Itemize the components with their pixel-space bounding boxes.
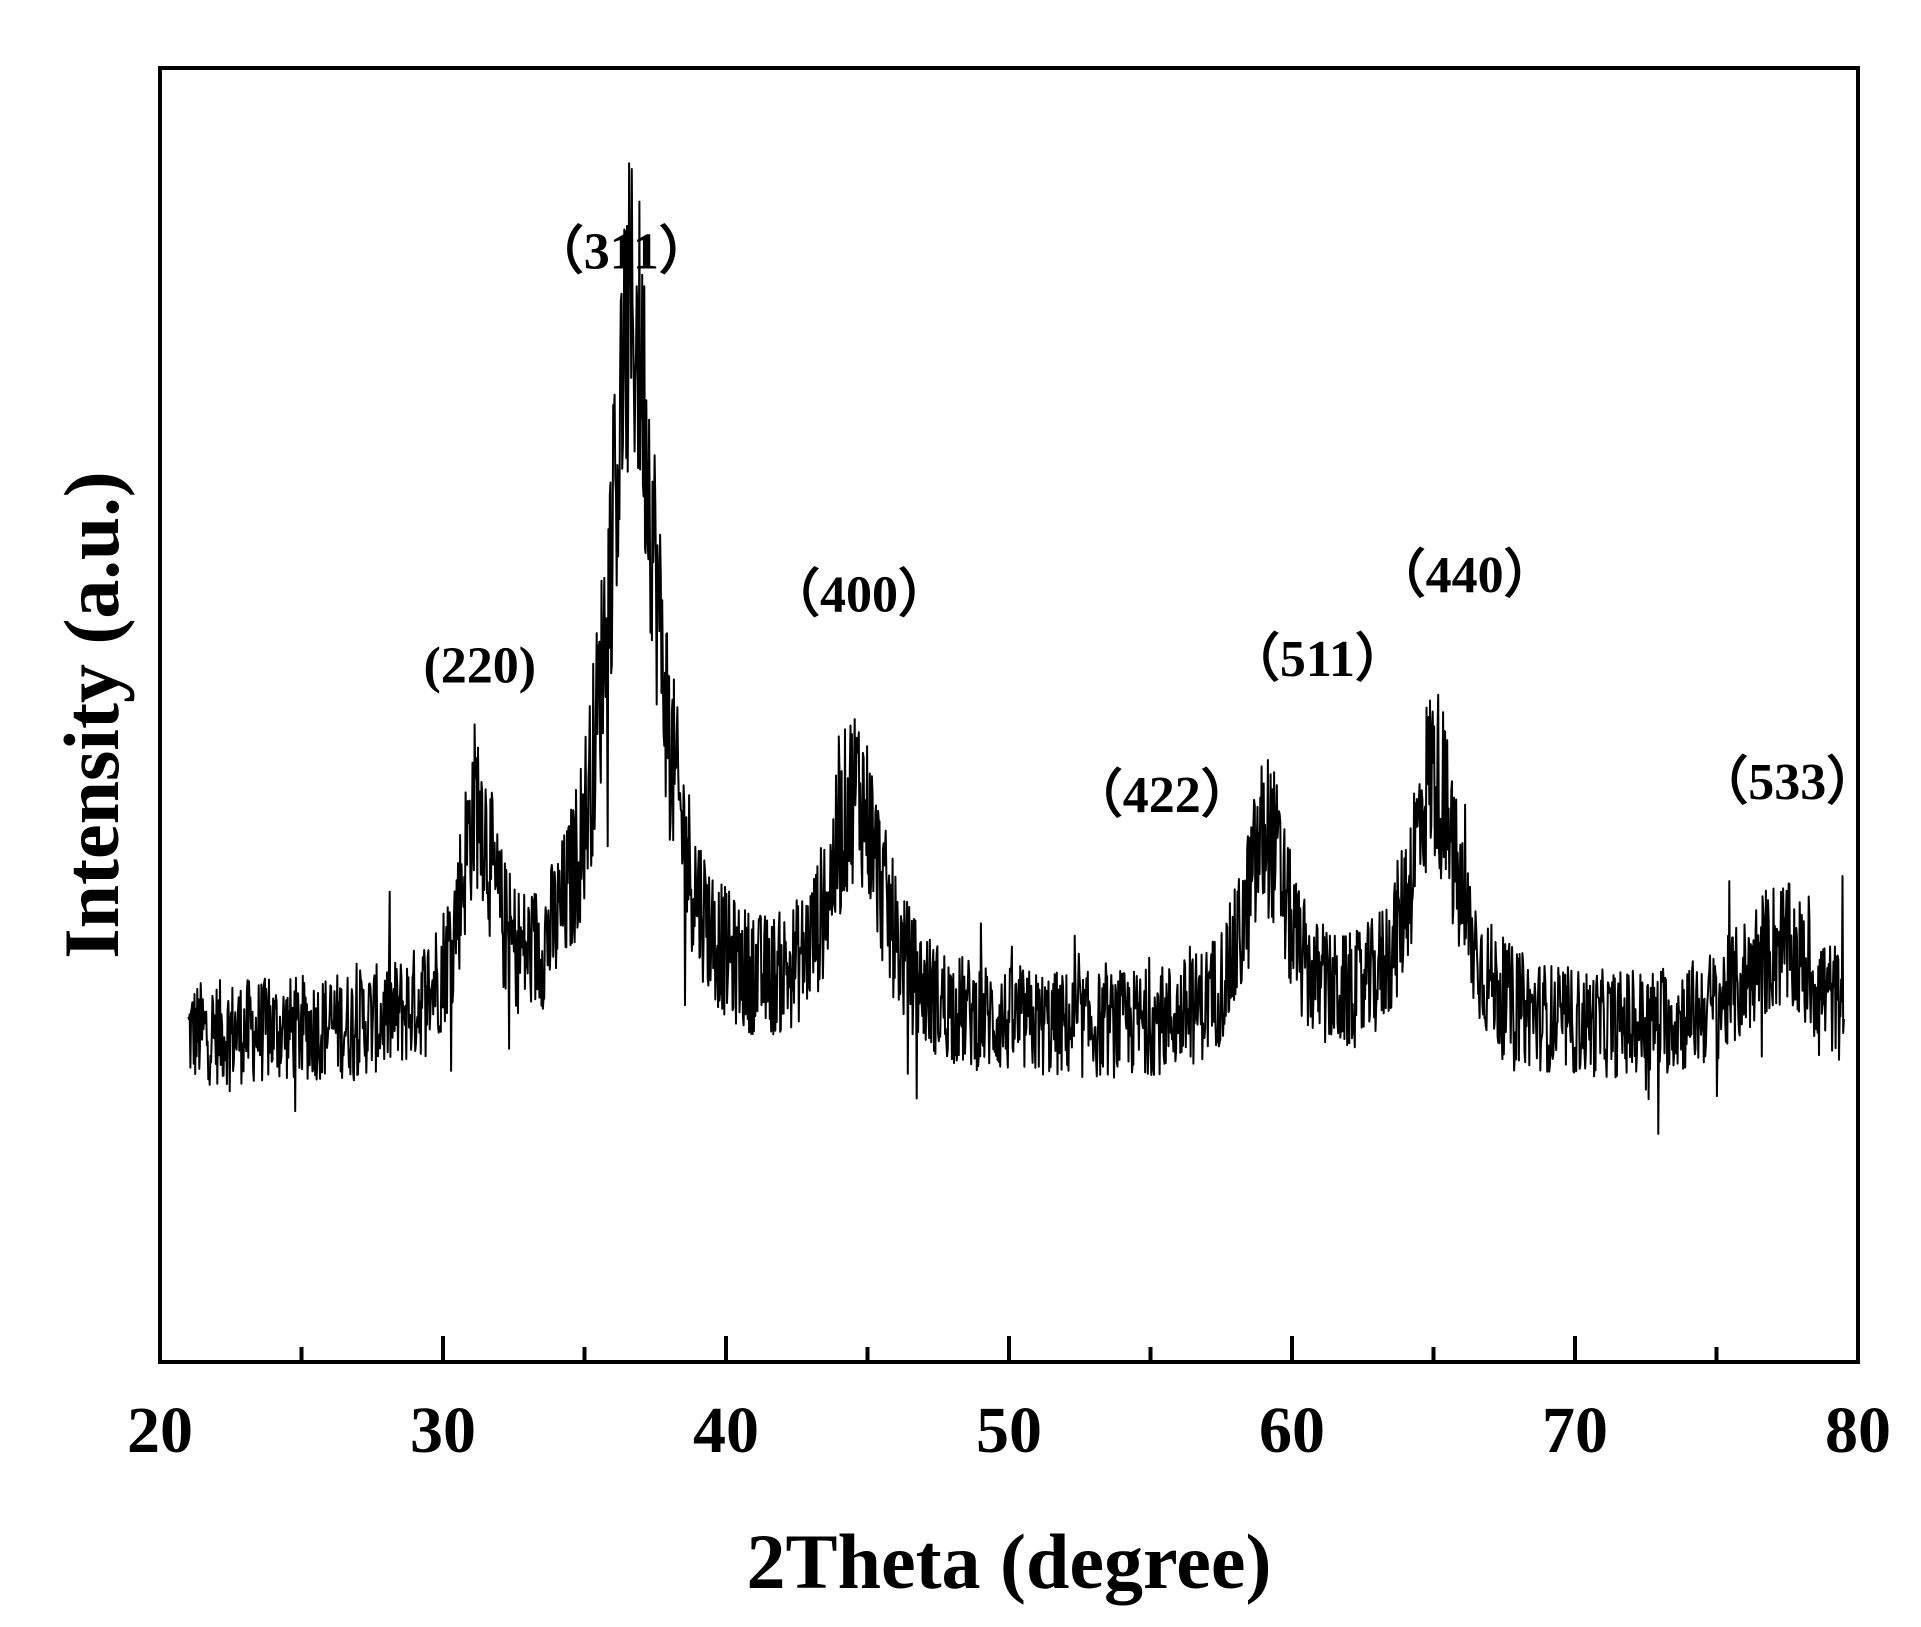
x-tick-label: 40 <box>693 1394 759 1467</box>
plot-frame <box>158 66 1860 1364</box>
peak-label: （422） <box>1071 766 1253 824</box>
x-tick-label: 30 <box>410 1394 476 1467</box>
x-tick-label: 70 <box>1542 1394 1608 1467</box>
x-tick-label: 50 <box>976 1394 1042 1467</box>
peak-label: （311） <box>532 223 711 281</box>
x-tick-label: 60 <box>1259 1394 1325 1467</box>
xrd-pattern-line <box>187 162 1845 1135</box>
plot-layer: (220) （311） （400） （422） （511） （440） （533） <box>187 162 1878 1135</box>
x-tick-label: 20 <box>127 1394 193 1467</box>
peak-label: （511） <box>1228 630 1407 688</box>
y-axis-title: Intensity (a.u.) <box>48 471 135 959</box>
peak-label: (220) <box>423 638 536 695</box>
x-axis-title: 2Theta (degree) <box>747 1518 1272 1605</box>
peak-label: （533） <box>1696 753 1878 811</box>
axes-layer: 20 30 40 50 60 70 80 <box>127 1336 1891 1467</box>
peak-label: （440） <box>1374 546 1556 604</box>
x-tick-label: 80 <box>1825 1394 1891 1467</box>
peak-label: （400） <box>768 565 950 623</box>
